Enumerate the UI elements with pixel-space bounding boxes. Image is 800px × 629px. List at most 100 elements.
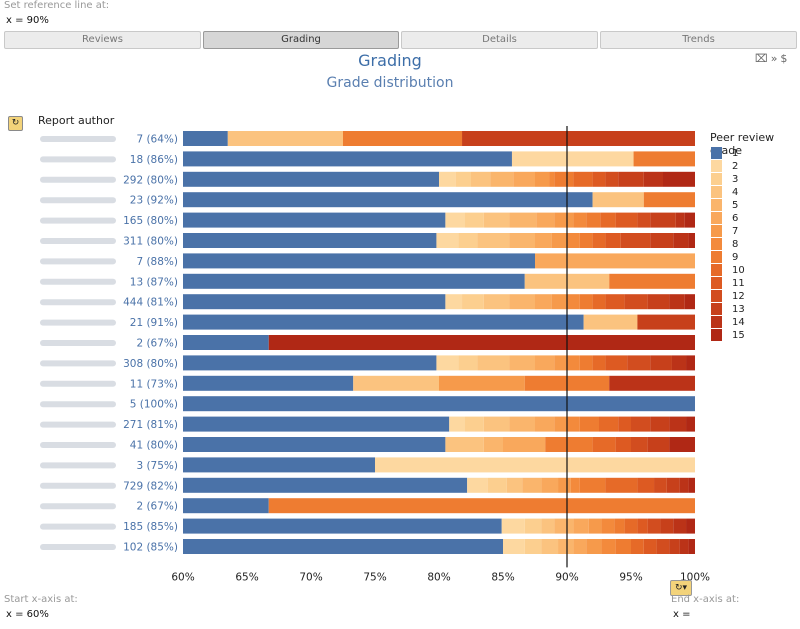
bar-segment-grade-1[interactable] <box>183 335 269 350</box>
bar-segment-grade-14[interactable] <box>609 375 695 391</box>
bar-segment-grade-6[interactable] <box>541 477 559 493</box>
bar-segment-grade-4[interactable] <box>483 212 510 228</box>
end-axis-input[interactable]: x = <box>673 609 691 620</box>
bar-segment-grade-10[interactable] <box>592 437 616 452</box>
bar-segment-grade-11[interactable] <box>592 171 606 187</box>
bar-segment-grade-3[interactable] <box>458 233 478 248</box>
bar-segment-grade-9[interactable] <box>579 477 606 493</box>
bar-segment-grade-1[interactable] <box>183 131 228 146</box>
bar-segment-grade-15[interactable] <box>688 539 695 554</box>
bar-segment-grade-15[interactable] <box>663 171 695 187</box>
bar-segment-grade-8[interactable] <box>567 233 580 248</box>
bar-segment-grade-13[interactable] <box>647 437 670 452</box>
bar-segment-grade-4[interactable] <box>227 131 343 146</box>
bar-segment-grade-8[interactable] <box>567 355 580 371</box>
bar-segment-grade-15[interactable] <box>669 437 695 452</box>
bar-segment-grade-15[interactable] <box>684 212 695 228</box>
tab-grading[interactable]: Grading <box>203 31 399 49</box>
bar-segment-grade-12[interactable] <box>631 437 648 452</box>
cycle-axis-icon[interactable]: ↻▾ <box>670 580 692 596</box>
bar-segment-grade-9[interactable] <box>609 273 695 289</box>
bar-segment-grade-4[interactable] <box>483 416 510 432</box>
bar-segment-grade-2[interactable] <box>375 457 695 473</box>
bar-segment-grade-2[interactable] <box>439 171 456 187</box>
bar-segment-grade-9[interactable] <box>643 192 695 208</box>
bar-segment-grade-14[interactable] <box>669 294 685 310</box>
bar-segment-grade-2[interactable] <box>503 539 525 554</box>
bar-segment-grade-15[interactable] <box>268 335 695 350</box>
bar-segment-grade-9[interactable] <box>579 233 593 248</box>
bar-segment-grade-6[interactable] <box>535 233 552 248</box>
bar-segment-grade-13[interactable] <box>647 294 670 310</box>
bar-segment-grade-9[interactable] <box>633 151 695 167</box>
bar-segment-grade-12[interactable] <box>656 539 670 554</box>
cycle-dimension-icon[interactable]: ↻ <box>8 116 23 131</box>
bar-segment-grade-5[interactable] <box>509 294 535 310</box>
bar-segment-grade-4[interactable] <box>592 192 644 208</box>
bar-segment-grade-14[interactable] <box>675 212 685 228</box>
start-axis-input[interactable]: x = 60% <box>6 609 49 620</box>
bar-segment-grade-10[interactable] <box>631 539 644 554</box>
bar-segment-grade-12[interactable] <box>631 416 651 432</box>
chevrons-icon[interactable]: » <box>770 52 778 65</box>
bar-segment-grade-10[interactable] <box>600 212 616 228</box>
bar-segment-grade-8[interactable] <box>601 539 616 554</box>
bar-segment-grade-12[interactable] <box>605 171 619 187</box>
bar-segment-grade-4[interactable] <box>506 477 523 493</box>
bar-segment-grade-6[interactable] <box>503 437 546 452</box>
bar-segment-grade-7[interactable] <box>558 477 571 493</box>
bar-segment-grade-3[interactable] <box>458 355 478 371</box>
bar-segment-grade-1[interactable] <box>183 518 502 534</box>
bar-segment-grade-13[interactable] <box>618 171 644 187</box>
tab-trends[interactable]: Trends <box>600 31 797 49</box>
bar-segment-grade-13[interactable] <box>650 416 670 432</box>
bar-segment-grade-1[interactable] <box>183 171 439 187</box>
bar-segment-grade-15[interactable] <box>688 233 695 248</box>
tab-reviews[interactable]: Reviews <box>4 31 201 49</box>
bar-segment-grade-4[interactable] <box>445 437 484 452</box>
bar-segment-grade-14[interactable] <box>643 171 663 187</box>
bar-segment-grade-12[interactable] <box>627 355 651 371</box>
bar-segment-grade-7[interactable] <box>586 539 602 554</box>
bar-segment-grade-7[interactable] <box>554 355 567 371</box>
bar-segment-grade-10[interactable] <box>592 294 606 310</box>
bar-segment-grade-9[interactable] <box>554 171 574 187</box>
bar-segment-grade-1[interactable] <box>183 212 446 228</box>
bar-segment-grade-7[interactable] <box>551 294 567 310</box>
bar-segment-grade-6[interactable] <box>573 518 589 534</box>
bar-segment-grade-10[interactable] <box>592 233 606 248</box>
bar-segment-grade-11[interactable] <box>615 212 638 228</box>
bar-segment-grade-5[interactable] <box>522 477 542 493</box>
bar-segment-grade-4[interactable] <box>353 375 439 391</box>
bar-segment-grade-6[interactable] <box>536 212 555 228</box>
bar-segment-grade-1[interactable] <box>183 457 375 473</box>
bar-segment-grade-6[interactable] <box>513 171 535 187</box>
reference-line-input[interactable]: x = 90% <box>6 15 49 26</box>
bar-segment-grade-10[interactable] <box>624 518 638 534</box>
bar-segment-grade-8[interactable] <box>601 518 615 534</box>
bar-segment-grade-10[interactable] <box>599 416 619 432</box>
bar-segment-grade-3[interactable] <box>464 212 484 228</box>
bar-segment-grade-2[interactable] <box>445 294 463 310</box>
bar-segment-grade-13[interactable] <box>650 233 674 248</box>
bar-segment-grade-12[interactable] <box>620 233 651 248</box>
bar-segment-grade-7[interactable] <box>554 212 574 228</box>
bar-segment-grade-14[interactable] <box>671 355 687 371</box>
bar-segment-grade-9[interactable] <box>579 416 599 432</box>
bar-segment-grade-9[interactable] <box>579 294 593 310</box>
bar-segment-grade-11[interactable] <box>605 233 621 248</box>
bar-segment-grade-4[interactable] <box>471 171 491 187</box>
bar-segment-grade-5[interactable] <box>509 212 537 228</box>
bar-segment-grade-1[interactable] <box>183 151 512 167</box>
bar-segment-grade-9[interactable] <box>579 355 593 371</box>
bar-segment-grade-8[interactable] <box>567 294 580 310</box>
bar-segment-grade-7[interactable] <box>588 518 602 534</box>
help-icon[interactable]: $ <box>780 52 788 65</box>
bar-segment-grade-2[interactable] <box>445 212 465 228</box>
bar-segment-grade-15[interactable] <box>686 416 695 432</box>
bar-segment-grade-1[interactable] <box>183 477 468 493</box>
bar-segment-grade-14[interactable] <box>669 416 687 432</box>
bar-segment-grade-4[interactable] <box>477 355 510 371</box>
bar-segment-grade-1[interactable] <box>183 437 446 452</box>
bar-segment-grade-11[interactable] <box>637 518 648 534</box>
